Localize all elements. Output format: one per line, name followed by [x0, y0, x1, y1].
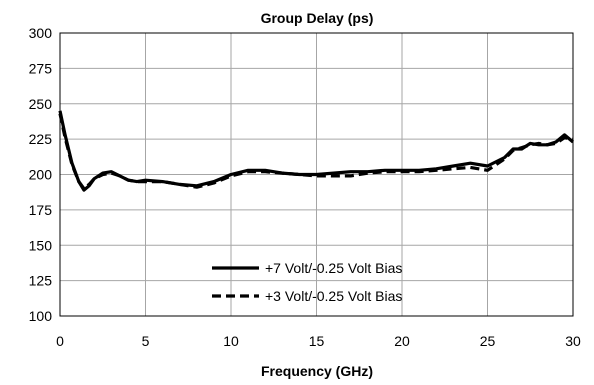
y-tick-label: 175 — [29, 202, 53, 218]
x-tick-label: 25 — [480, 333, 496, 349]
series-line-3v — [58, 113, 574, 191]
y-tick-label: 100 — [29, 308, 53, 324]
legend: +7 Volt/-0.25 Volt Bias +3 Volt/-0.25 Vol… — [212, 260, 402, 304]
legend-label: +3 Volt/-0.25 Volt Bias — [265, 288, 402, 304]
y-tick-label: 275 — [29, 60, 53, 76]
x-axis-title: Frequency (GHz) — [261, 363, 373, 379]
chart-title: Group Delay (ps) — [261, 10, 374, 26]
axes: 100 125 150 175 200 225 250 275 300 0 5 10 15 20 25 30 — [29, 25, 581, 349]
x-tick-label: 0 — [56, 333, 64, 349]
legend-label: +7 Volt/-0.25 Volt Bias — [265, 260, 402, 276]
x-tick-label: 15 — [309, 333, 325, 349]
x-tick-label: 10 — [223, 333, 239, 349]
y-tick-label: 150 — [29, 237, 53, 253]
y-tick-label: 200 — [29, 167, 53, 183]
x-tick-label: 20 — [394, 333, 410, 349]
series-lines — [58, 110, 575, 192]
y-tick-label: 250 — [29, 96, 53, 112]
y-tick-label: 300 — [29, 25, 53, 41]
y-tick-label: 125 — [29, 273, 53, 289]
y-tick-label: 225 — [29, 131, 53, 147]
x-tick-label: 30 — [565, 333, 581, 349]
x-tick-label: 5 — [142, 333, 150, 349]
plot-border — [59, 32, 574, 317]
